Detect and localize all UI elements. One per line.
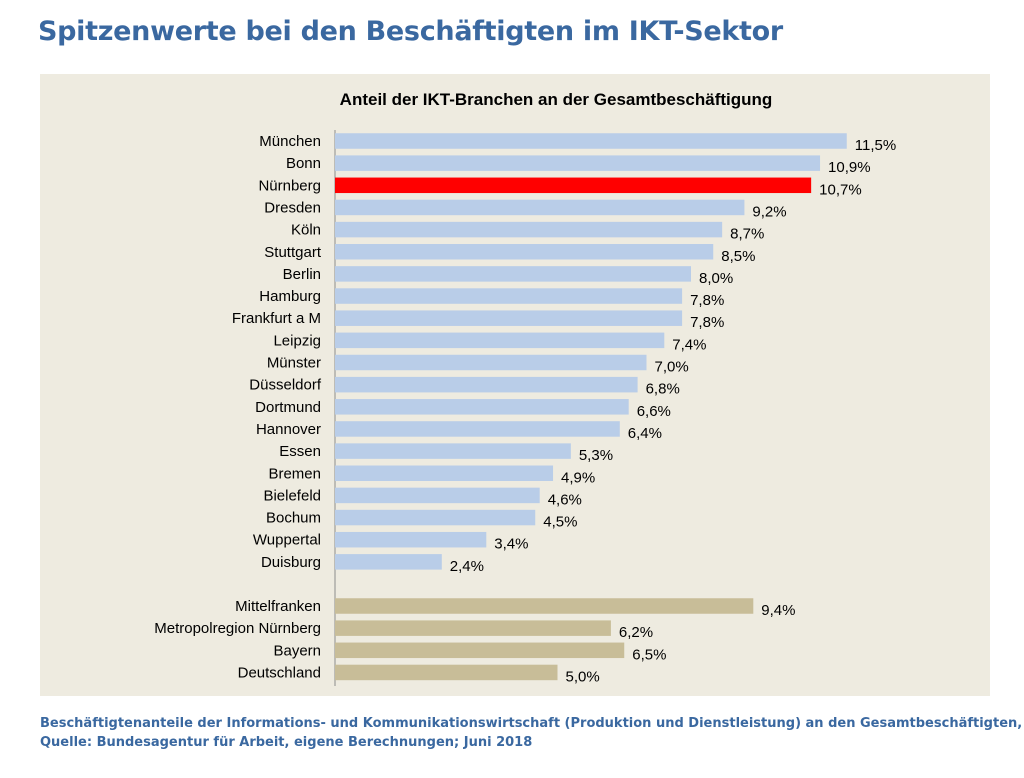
bar [335,332,665,349]
value-label: 6,6% [637,403,671,420]
value-label: 4,6% [548,491,582,508]
value-label: 7,8% [690,292,724,309]
bar [335,155,821,171]
value-label: 8,5% [721,248,755,265]
bar [335,421,620,437]
value-label: 3,4% [494,536,528,553]
category-label: Bochum [266,510,321,527]
value-label: 10,7% [819,181,862,198]
bar [335,465,554,481]
category-label: Frankfurt a M [232,310,321,327]
value-label: 7,0% [655,359,689,376]
bar [335,244,714,260]
bar [335,376,638,393]
bar-chart: Anteil der IKT-Branchen an der Gesamtbes… [154,90,896,686]
value-label: 7,4% [672,336,706,353]
footnote: Beschäftigtenanteile der Informations- u… [40,714,1023,752]
value-label: 5,3% [579,447,613,464]
value-label: 11,5% [855,137,896,154]
category-label: Bayern [273,642,321,659]
bar [335,221,723,238]
value-label: 5,0% [566,668,600,685]
bar [335,620,611,636]
category-label: Hannover [256,421,321,438]
category-label: Bielefeld [263,487,321,504]
category-label: Bonn [286,155,321,172]
footnote-line-2: Quelle: Bundesagentur für Arbeit, eigene… [40,735,533,750]
value-label: 8,0% [699,270,733,287]
value-label: 4,9% [561,469,595,486]
category-label: München [259,133,321,150]
category-label: Köln [291,222,321,239]
category-label: Hamburg [259,288,321,305]
category-label: Stuttgart [264,244,322,261]
bar [335,554,442,570]
bar-highlight [335,177,812,194]
value-label: 6,4% [628,425,662,442]
value-label: 9,4% [761,602,795,619]
category-label: Münster [267,355,321,372]
bar [335,487,540,504]
page-title: Spitzenwerte bei den Beschäftigten im IK… [38,16,783,47]
value-label: 10,9% [828,159,871,176]
bars-layer: München 11,5% Bonn 10,9% Nürnberg 10,7% Dresde… [154,133,896,685]
value-label: 9,2% [752,203,786,220]
category-label: Deutschland [238,664,321,681]
bar [335,642,625,659]
bar [335,199,745,216]
category-label: Düsseldorf [249,377,322,394]
value-label: 2,4% [450,558,484,575]
bar [335,354,647,371]
bar [335,310,683,326]
bar [335,399,629,415]
category-label: Mittelfranken [235,598,321,615]
category-label: Leipzig [273,332,321,349]
value-label: 6,5% [632,646,666,663]
category-label: Essen [279,443,321,460]
value-label: 8,7% [730,226,764,243]
value-label: 6,8% [646,381,680,398]
bar [335,531,487,548]
category-label: Dortmund [255,399,321,416]
chart-panel: Anteil der IKT-Branchen an der Gesamtbes… [40,74,990,696]
bar [335,598,754,614]
category-label: Bremen [268,465,321,482]
value-label: 4,5% [543,514,577,531]
bar [335,509,536,526]
category-label: Metropolregion Nürnberg [154,620,321,637]
category-label: Wuppertal [253,532,321,549]
bar [335,133,847,149]
bar [335,664,558,681]
category-label: Dresden [264,199,321,216]
bar [335,266,691,282]
footnote-line-1: Beschäftigtenanteile der Informations- u… [40,716,1023,731]
value-label: 6,2% [619,624,653,641]
category-label: Berlin [283,266,321,283]
bar [335,288,683,304]
category-label: Nürnberg [258,177,321,194]
chart-title: Anteil der IKT-Branchen an der Gesamtbes… [340,90,773,109]
value-label: 7,8% [690,314,724,331]
category-label: Duisburg [261,554,321,571]
bar [335,443,571,459]
